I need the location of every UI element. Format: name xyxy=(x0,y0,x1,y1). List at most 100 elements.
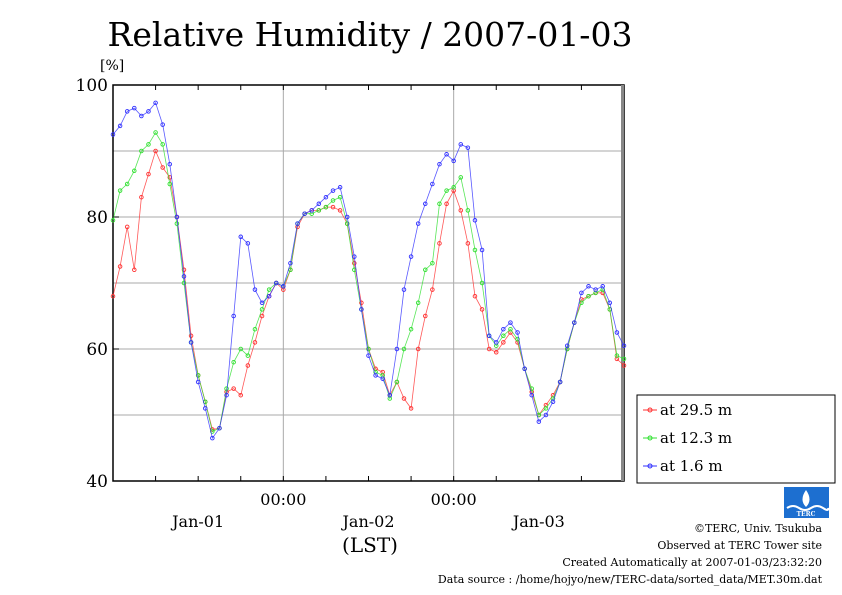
data-point xyxy=(607,300,613,306)
x-tick-label-time: 00:00 xyxy=(260,490,306,509)
data-point xyxy=(117,188,123,193)
logo-text: TERC xyxy=(797,511,816,518)
data-point xyxy=(579,290,584,296)
data-point xyxy=(550,399,556,405)
data-point xyxy=(302,211,307,216)
data-point xyxy=(238,346,243,352)
data-point xyxy=(323,204,329,210)
data-point xyxy=(167,181,173,187)
legend-label: at 29.5 m xyxy=(660,401,732,419)
data-point xyxy=(458,208,464,213)
data-point xyxy=(586,284,591,289)
y-tick-label: 40 xyxy=(86,472,108,492)
data-point xyxy=(614,330,620,335)
data-point xyxy=(210,435,215,441)
data-point xyxy=(195,373,201,378)
legend: at 29.5 m at 12.3 m at 1.6 m xyxy=(636,394,836,484)
data-point xyxy=(231,386,236,391)
data-point xyxy=(352,260,357,266)
created-text: Created Automatically at 2007-01-03/23:3… xyxy=(562,556,822,569)
data-point xyxy=(465,208,471,213)
data-point xyxy=(231,359,236,365)
data-point xyxy=(408,254,414,259)
data-point xyxy=(557,379,563,385)
x-tick-label-time: 00:00 xyxy=(431,490,477,509)
series-line xyxy=(112,131,625,433)
series-group xyxy=(110,100,627,441)
data-point xyxy=(508,320,513,325)
data-point xyxy=(486,346,492,352)
data-point xyxy=(245,353,251,358)
x-tick-label-date: Jan-03 xyxy=(511,512,565,531)
data-point xyxy=(408,406,414,411)
legend-marker xyxy=(647,463,653,469)
data-point xyxy=(295,221,300,226)
data-point xyxy=(167,161,173,167)
series-line xyxy=(112,149,625,430)
y-axis-unit: [%] xyxy=(100,58,124,74)
data-point xyxy=(401,287,407,292)
x-tick-label-date: Jan-01 xyxy=(170,512,224,531)
data-point xyxy=(479,280,485,286)
data-point xyxy=(224,386,229,391)
data-point xyxy=(472,247,478,253)
data-point xyxy=(352,254,357,259)
data-point xyxy=(124,181,130,187)
data-point xyxy=(337,194,343,200)
data-point xyxy=(132,168,137,174)
data-point xyxy=(543,406,549,411)
data-point xyxy=(621,363,627,368)
data-point xyxy=(387,392,393,398)
data-point xyxy=(181,280,187,286)
data-point xyxy=(160,122,165,127)
data-point xyxy=(132,105,137,111)
legend-box xyxy=(636,394,836,484)
data-point xyxy=(472,218,478,223)
data-point xyxy=(437,161,442,167)
data-point xyxy=(259,313,265,319)
data-point xyxy=(415,221,421,226)
data-point xyxy=(458,175,464,180)
data-point xyxy=(494,340,499,345)
data-point xyxy=(408,326,414,332)
data-point xyxy=(394,379,400,385)
data-point xyxy=(593,287,598,292)
x-axis-label: (LST) xyxy=(342,533,398,557)
data-point xyxy=(465,241,471,246)
data-point xyxy=(451,185,456,190)
data-point xyxy=(195,379,201,385)
data-point xyxy=(153,130,158,135)
data-point xyxy=(245,363,251,368)
data-point xyxy=(288,260,293,266)
data-point xyxy=(132,267,137,273)
data-point xyxy=(160,142,165,147)
data-point xyxy=(430,287,435,292)
data-point xyxy=(337,185,343,190)
data-point xyxy=(117,264,123,269)
legend-label: at 12.3 m xyxy=(660,429,732,447)
data-point xyxy=(139,194,144,200)
data-point xyxy=(501,333,506,339)
copyright-text: ©TERC, Univ. Tsukuba xyxy=(693,522,822,535)
x-tick-label-date: Jan-02 xyxy=(340,512,394,531)
data-point xyxy=(415,346,421,352)
data-point xyxy=(458,142,464,147)
data-point xyxy=(508,326,513,332)
data-point xyxy=(231,313,236,319)
data-point xyxy=(252,287,258,292)
data-point xyxy=(579,300,584,306)
data-point xyxy=(479,307,485,312)
data-point xyxy=(600,284,605,289)
data-point xyxy=(259,300,265,306)
data-point xyxy=(401,396,407,401)
data-point xyxy=(252,340,258,345)
data-point xyxy=(344,214,350,220)
data-point xyxy=(174,221,180,226)
data-point xyxy=(437,241,442,246)
data-point xyxy=(430,181,435,187)
data-point xyxy=(259,307,265,312)
data-point xyxy=(181,274,187,279)
observed-text: Observed at TERC Tower site xyxy=(657,539,822,552)
data-point xyxy=(359,300,364,306)
